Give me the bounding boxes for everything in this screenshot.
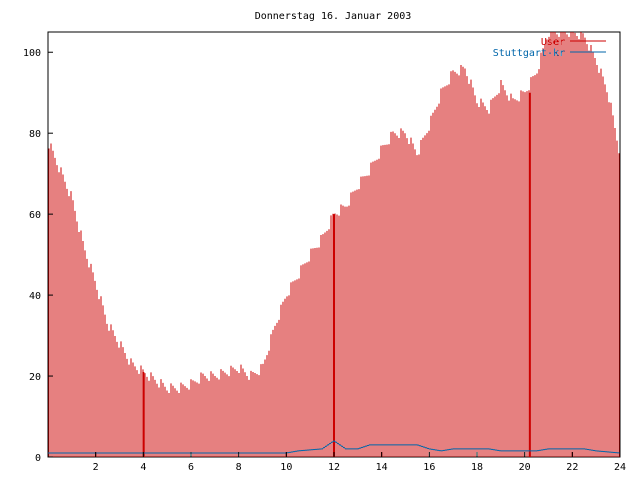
y-axis: 0 20 40 60 80 100 [23,48,53,464]
x-tick-label: 14 [376,462,388,473]
legend-label-stuttgart: Stuttgart-kr [493,48,565,59]
x-tick-label: 4 [140,462,146,473]
y-tick-label: 20 [29,372,41,383]
x-tick-label: 10 [280,462,292,473]
x-axis: 2 4 6 8 10 12 14 16 18 20 22 24 [93,452,626,473]
y-tick-label: 100 [23,48,41,59]
x-tick-label: 12 [328,462,340,473]
x-tick-label: 18 [471,462,483,473]
legend-label-user: User [541,37,565,48]
x-tick-label: 8 [236,462,242,473]
user-spikes [142,92,531,457]
y-tick-label: 60 [29,210,41,221]
legend: User Stuttgart-kr [493,37,606,59]
user-bars [48,32,620,457]
x-tick-label: 20 [519,462,531,473]
stuttgart-line [48,440,621,454]
x-tick-label: 16 [423,462,435,473]
y-tick-label: 0 [35,453,41,464]
y-tick-label: 40 [29,291,41,302]
chart-title: Donnerstag 16. Januar 2003 [255,11,412,22]
x-tick-label: 24 [614,462,626,473]
x-tick-label: 2 [93,462,99,473]
x-tick-label: 22 [566,462,578,473]
y-tick-label: 80 [29,129,41,140]
x-tick-label: 6 [188,462,194,473]
